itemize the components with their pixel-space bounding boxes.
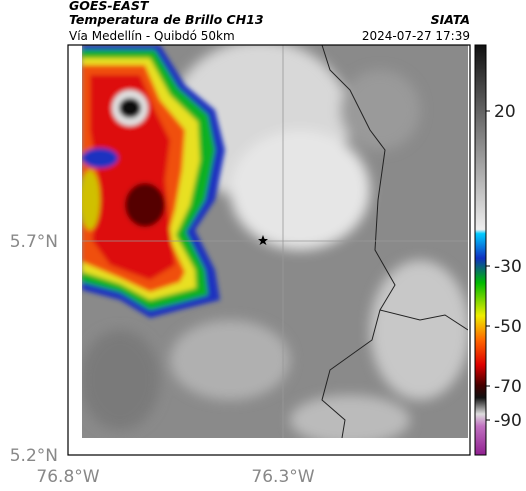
x-label: 76.8°W — [36, 467, 99, 487]
colorbar-label: -30 — [494, 257, 522, 277]
organization: SIATA — [431, 12, 470, 27]
x-label: 76.3°W — [251, 467, 314, 487]
map-frame — [67, 44, 471, 456]
y-label: 5.2°N — [10, 446, 58, 466]
colorbar-label: -70 — [494, 377, 522, 397]
y-label: 5.7°N — [10, 232, 58, 252]
colorbar-ticks — [486, 110, 490, 421]
timestamp: 2024-07-27 17:39 — [362, 29, 470, 43]
subtitle: Vía Medellín - Quibdó 50km — [69, 29, 235, 43]
colorbar-label: -90 — [494, 411, 522, 431]
colorbar-label: 20 — [494, 102, 516, 122]
source: GOES-EAST — [69, 0, 150, 13]
map-image — [82, 45, 468, 438]
colorbar — [474, 44, 487, 456]
colorbar-label: -50 — [494, 317, 522, 337]
title: Temperatura de Brillo CH13 — [69, 12, 264, 27]
